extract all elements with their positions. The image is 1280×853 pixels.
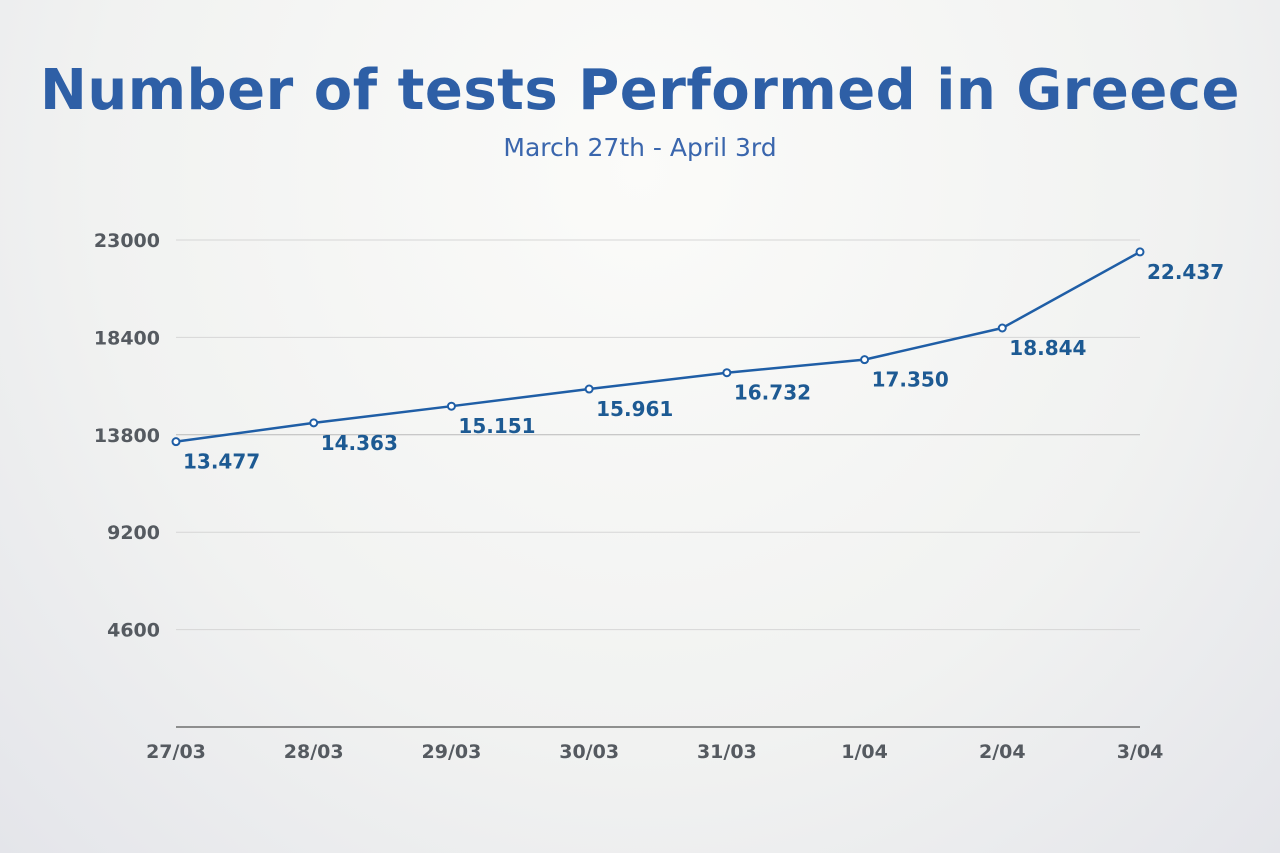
x-tick-label: 27/03 xyxy=(146,741,206,763)
data-point xyxy=(997,323,1007,333)
chart-subtitle: March 27th - April 3rd xyxy=(503,133,777,162)
x-tick-label: 3/04 xyxy=(1117,741,1164,763)
data-point xyxy=(1135,247,1145,257)
data-label: 13.477 xyxy=(183,450,260,474)
x-tick-label: 31/03 xyxy=(697,741,757,763)
x-tick-label: 2/04 xyxy=(979,741,1026,763)
x-tick-label: 28/03 xyxy=(284,741,344,763)
y-tick-label: 23000 xyxy=(94,230,160,252)
y-tick-label: 13800 xyxy=(94,425,160,447)
data-label: 15.961 xyxy=(596,397,673,421)
data-point xyxy=(446,401,456,411)
data-label: 14.363 xyxy=(321,431,398,455)
x-tick-label: 29/03 xyxy=(422,741,482,763)
y-tick-label: 18400 xyxy=(94,327,160,349)
x-tick-label: 1/04 xyxy=(841,741,888,763)
data-point xyxy=(722,368,732,378)
data-label: 15.151 xyxy=(458,414,535,438)
chart-title: Number of tests Performed in Greece xyxy=(39,58,1241,123)
y-tick-label: 4600 xyxy=(107,620,160,642)
data-label: 16.732 xyxy=(734,381,811,405)
data-point xyxy=(171,437,181,447)
x-tick-label: 30/03 xyxy=(559,741,619,763)
data-point xyxy=(309,418,319,428)
y-tick-label: 9200 xyxy=(107,522,160,544)
data-label: 18.844 xyxy=(1009,336,1086,360)
data-label: 17.350 xyxy=(872,368,949,392)
series-line xyxy=(175,250,1141,443)
data-point xyxy=(584,384,594,394)
data-point xyxy=(860,355,870,365)
data-label: 22.437 xyxy=(1147,260,1224,284)
